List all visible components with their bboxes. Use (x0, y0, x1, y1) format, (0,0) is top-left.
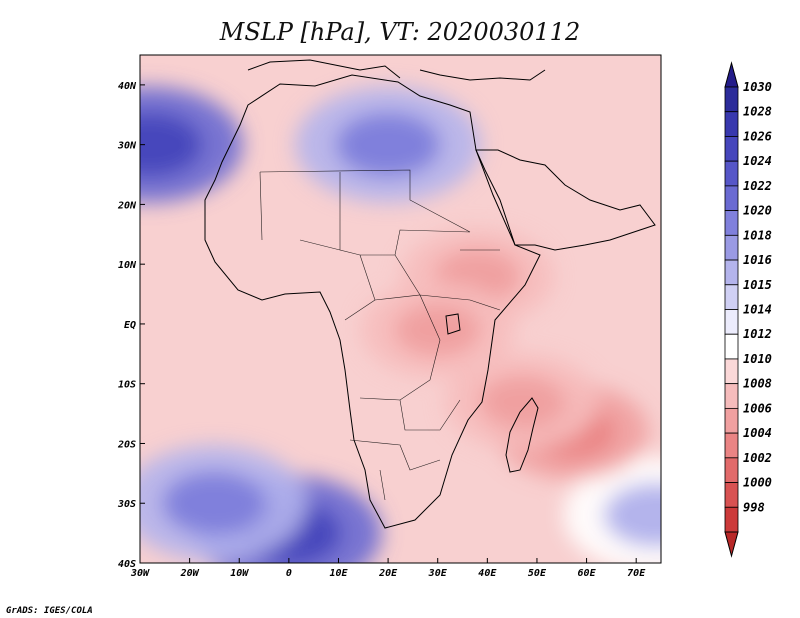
colorbar-swatch (724, 407, 739, 434)
colorbar-bottom-triangle (724, 531, 739, 558)
x-tick-label: 30W (130, 568, 150, 579)
x-tick-label: 10E (329, 568, 348, 579)
colorbar-label: 1004 (743, 426, 772, 440)
colorbar-label: 1026 (743, 129, 772, 143)
colorbar-swatch (724, 86, 739, 113)
x-tick-label: 50E (528, 568, 547, 579)
colorbar-label: 1015 (743, 278, 772, 292)
colorbar-label: 1014 (743, 303, 772, 317)
plot-frame (139, 54, 662, 564)
y-tick-label: 30S (117, 499, 136, 510)
x-tick-label: 40E (478, 568, 497, 579)
pressure-field (140, 55, 661, 563)
colorbar-label: 1010 (743, 352, 772, 366)
high-pressure-centre (140, 112, 203, 177)
colorbar-label: 998 (743, 500, 765, 514)
x-tick-label: 60E (578, 568, 597, 579)
colorbar-label: 1030 (743, 80, 772, 94)
africa-coastline (204, 74, 541, 529)
y-tick-label: 40N (118, 81, 137, 92)
colorbar-label: 1018 (743, 228, 772, 242)
colorbar-label: 1000 (743, 476, 772, 490)
colorbar-swatch (724, 111, 739, 137)
colorbar-label: 1020 (743, 204, 772, 218)
map-axes: 30W 20W 10W 0 10E 20E 30E 40E 50E 60E 70E 40N 30N 20N… (117, 81, 646, 579)
x-tick-label: 0 (286, 568, 292, 579)
y-tick-label: 30N (117, 141, 137, 152)
x-tick-label: 20W (180, 568, 200, 579)
country-borders (259, 169, 501, 501)
colorbar-label: 1028 (743, 105, 772, 119)
x-tick-label: 30E (428, 568, 448, 579)
y-tick-label: 40S (118, 559, 136, 570)
x-tick-label: 10W (230, 568, 249, 579)
high-pressure-centre (335, 112, 441, 177)
europe-coastline (247, 59, 546, 81)
chart-title: MSLP [hPa], VT: 2020030112 (219, 18, 580, 46)
y-tick-label: 10S (118, 380, 136, 391)
colorbar-swatch (724, 309, 739, 335)
colorbar-swatch (724, 457, 739, 483)
lake-victoria (445, 313, 461, 335)
colorbar-swatch (724, 432, 739, 459)
y-tick-label: 20N (117, 200, 137, 211)
colorbar-swatch (724, 259, 739, 286)
colorbar-swatch (724, 160, 739, 187)
y-tick-label: EQ (124, 320, 136, 331)
colorbar-label: 1024 (743, 154, 772, 168)
y-tick-label: 10N (118, 260, 137, 271)
low-pressure-centre (394, 303, 481, 357)
field-blobs (140, 86, 661, 563)
colorbar-label: 1008 (743, 377, 772, 391)
high-pressure-centre (162, 471, 267, 536)
x-tick-label: 70E (627, 568, 646, 579)
x-tick-label: 20E (378, 568, 398, 579)
colorbar-swatch (724, 185, 739, 212)
madagascar-coastline (505, 397, 539, 473)
colorbar-swatch (724, 333, 739, 360)
colorbar-swatch (724, 358, 739, 385)
low-pressure-centre (478, 375, 566, 429)
high-pressure-centre (603, 483, 661, 548)
y-tick-label: 20S (117, 439, 136, 450)
colorbar-swatch (724, 210, 739, 236)
colorbar: 1030 1028 1026 1024 1022 1020 1018 1016 1015 1014… (724, 61, 772, 558)
colorbar-label: 1002 (743, 451, 772, 465)
colorbar-swatch (724, 506, 739, 533)
colorbar-label: 1012 (743, 327, 772, 341)
colorbar-top-triangle (724, 61, 739, 88)
colorbar-swatch (724, 136, 739, 162)
colorbar-label: 1016 (743, 253, 772, 267)
colorbar-label: 1006 (743, 401, 772, 415)
colorbar-swatch (724, 234, 739, 261)
grads-credit: GrADS: IGES/COLA (6, 606, 93, 616)
colorbar-swatch (724, 383, 739, 409)
colorbar-swatch (724, 482, 739, 508)
colorbar-label: 1022 (743, 179, 772, 193)
colorbar-swatch (724, 284, 739, 310)
arabia-coastline (475, 149, 656, 251)
